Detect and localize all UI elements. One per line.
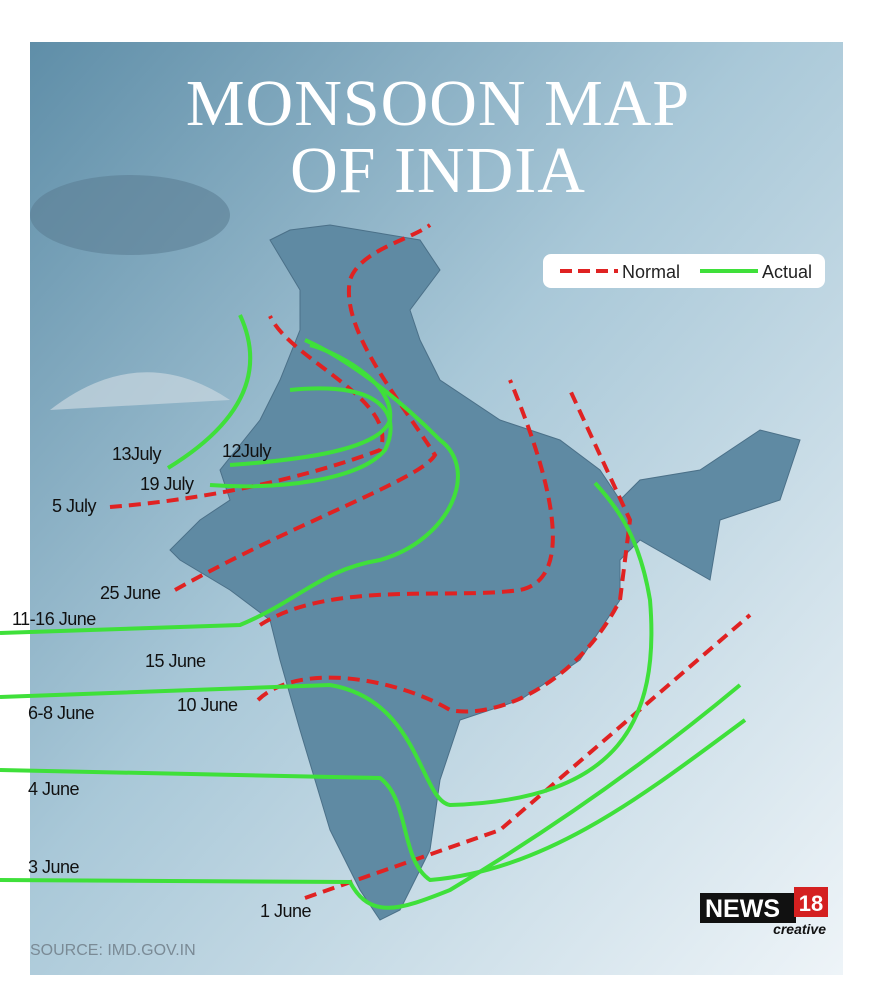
legend-label: Normal [622,262,680,282]
actual-line [166,314,252,470]
actual-line [0,481,654,808]
normal-line [256,389,633,714]
line-label: 1 June [260,901,312,921]
title-line: MONSOON MAP [186,67,690,140]
normal-line [258,379,555,627]
legend: Normal Actual [560,262,812,282]
line-label: 6-8 June [28,703,95,723]
line-label: 19 July [140,474,194,494]
line-label: 11-16 June [12,609,96,629]
line-label: 10 June [177,695,238,715]
title-line: OF INDIA [290,134,586,207]
line-label: 5 July [52,496,97,516]
legend-box [543,254,825,288]
line-label: 25 June [100,583,161,603]
line-label: 13July [112,444,162,464]
logo-tagline: creative [773,921,826,937]
line-label: 15 June [145,651,206,671]
logo-number: 18 [799,891,823,916]
source: SOURCE: IMD.GOV.IN [30,942,196,959]
logo-box [700,893,796,923]
normal-line [304,613,752,900]
line-label: 3 June [28,857,80,877]
logo-number-box [794,887,828,917]
umbrella [50,372,230,410]
normal-line [109,315,385,509]
actual-line [209,386,393,489]
logo-brand: NEWS [705,895,780,923]
actual-line [229,343,393,467]
actual-lines [0,314,747,910]
line-label: 4 June [28,779,80,799]
line-label: 12July [222,441,272,461]
cloud [30,175,230,255]
actual-line [0,718,747,883]
legend-label: Actual [762,262,812,282]
